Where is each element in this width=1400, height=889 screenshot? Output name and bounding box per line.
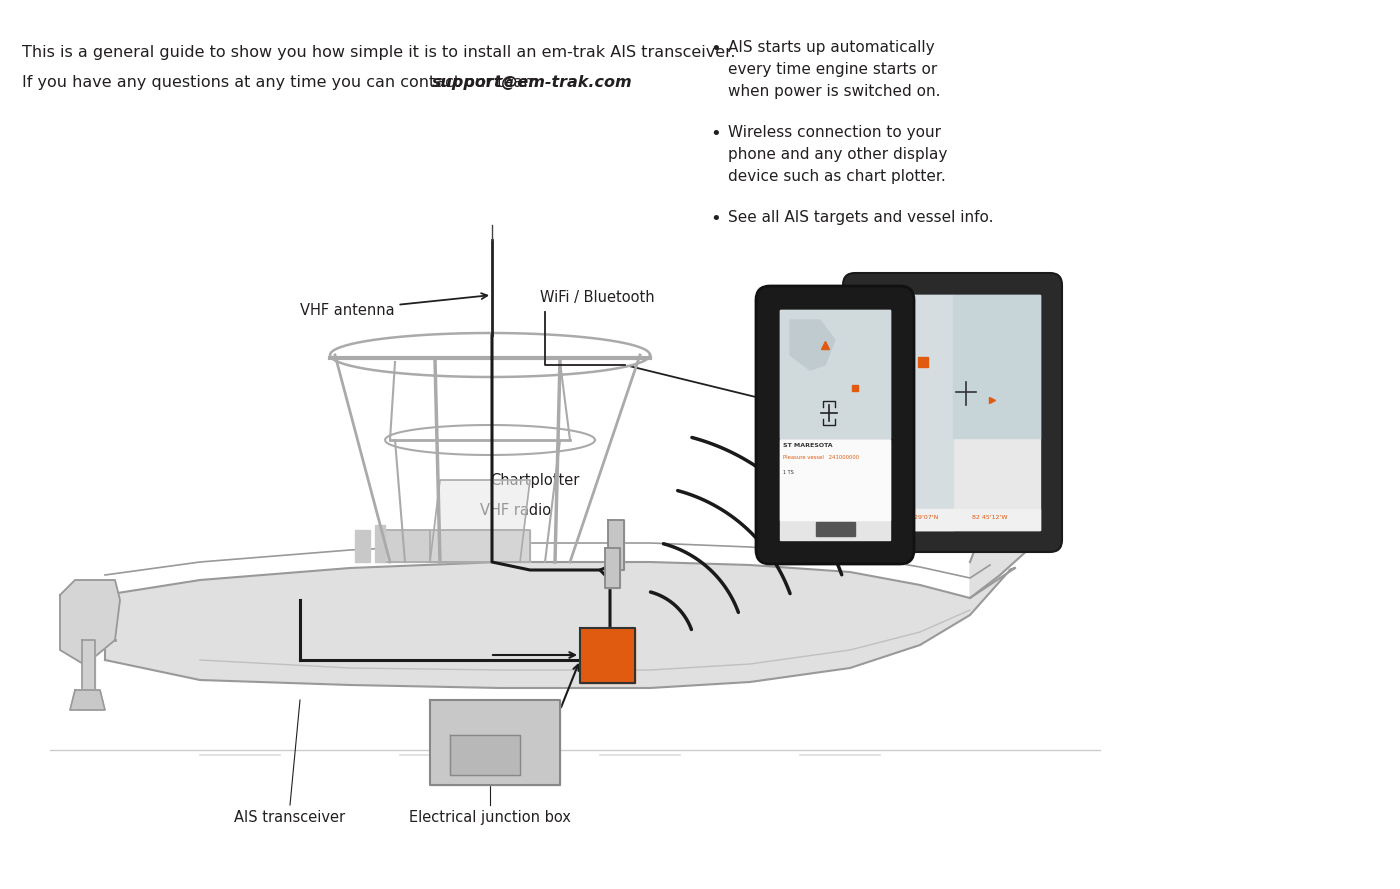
Text: support@em-trak.com: support@em-trak.com (433, 75, 633, 90)
Polygon shape (105, 562, 1015, 688)
Polygon shape (865, 295, 1040, 530)
Text: AIS starts up automatically: AIS starts up automatically (728, 40, 935, 55)
Text: 27 29'07'N: 27 29'07'N (904, 515, 938, 519)
Text: •: • (710, 210, 721, 228)
Text: WiFi / Bluetooth: WiFi / Bluetooth (540, 290, 655, 305)
Polygon shape (952, 295, 1040, 438)
Text: •: • (710, 40, 721, 58)
Polygon shape (379, 530, 430, 562)
Polygon shape (430, 530, 531, 562)
Text: This is a general guide to show you how simple it is to install an em-trak AIS t: This is a general guide to show you how … (22, 45, 735, 60)
Text: 82 45'12'W: 82 45'12'W (972, 515, 1008, 519)
Polygon shape (430, 480, 531, 562)
Polygon shape (70, 690, 105, 710)
Text: VHF radio: VHF radio (480, 502, 552, 517)
Polygon shape (780, 440, 890, 520)
Polygon shape (430, 700, 560, 785)
Text: when power is switched on.: when power is switched on. (728, 84, 941, 99)
Text: phone and any other display: phone and any other display (728, 147, 948, 162)
Polygon shape (605, 548, 620, 588)
Polygon shape (780, 310, 890, 540)
Text: ST MARESOTA: ST MARESOTA (783, 443, 833, 447)
Text: AIS transceiver: AIS transceiver (234, 810, 346, 825)
Text: 1 TS: 1 TS (783, 470, 794, 475)
Text: device such as chart plotter.: device such as chart plotter. (728, 169, 946, 184)
Polygon shape (83, 640, 95, 690)
Polygon shape (865, 295, 952, 530)
Polygon shape (60, 580, 120, 665)
Text: Electrical junction box: Electrical junction box (409, 810, 571, 825)
Text: Wireless connection to your: Wireless connection to your (728, 125, 941, 140)
Text: Chartplotter: Chartplotter (490, 472, 580, 487)
Polygon shape (815, 522, 854, 536)
Text: See all AIS targets and vessel info.: See all AIS targets and vessel info. (728, 210, 994, 225)
Polygon shape (780, 310, 890, 437)
Polygon shape (356, 530, 370, 562)
Polygon shape (970, 490, 1044, 598)
Text: If you have any questions at any time you can contact our team: If you have any questions at any time yo… (22, 75, 543, 90)
Text: VHF antenna: VHF antenna (300, 293, 487, 317)
Polygon shape (790, 320, 834, 370)
Polygon shape (449, 735, 519, 775)
Polygon shape (580, 628, 636, 683)
Polygon shape (865, 509, 1040, 530)
Text: •: • (710, 125, 721, 143)
Polygon shape (608, 520, 624, 570)
Text: Pleasure vessel   241000000: Pleasure vessel 241000000 (783, 455, 860, 460)
FancyBboxPatch shape (756, 286, 914, 564)
Polygon shape (375, 525, 385, 562)
FancyBboxPatch shape (843, 273, 1063, 552)
Text: every time engine starts or: every time engine starts or (728, 62, 937, 77)
